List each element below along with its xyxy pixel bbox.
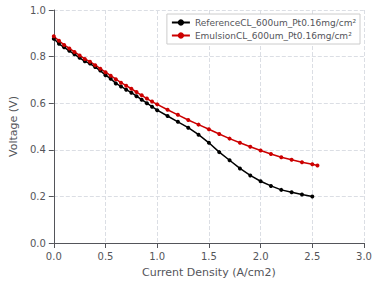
svg-text:2.0: 2.0 [253,251,269,262]
svg-text:ReferenceCL_600um_Pt0.16mg/cm²: ReferenceCL_600um_Pt0.16mg/cm² [195,18,356,28]
svg-text:0.2: 0.2 [30,191,46,202]
svg-text:Current Density (A/cm2): Current Density (A/cm2) [142,266,276,279]
svg-text:1.5: 1.5 [201,251,217,262]
svg-text:3.0: 3.0 [356,251,372,262]
svg-text:Voltage (V): Voltage (V) [7,96,20,157]
svg-text:1.0: 1.0 [30,5,46,16]
svg-text:EmulsionCL_600um_Pt0.16mg/cm²: EmulsionCL_600um_Pt0.16mg/cm² [195,31,352,41]
svg-text:0.8: 0.8 [30,51,46,62]
svg-text:2.5: 2.5 [304,251,320,262]
svg-text:0.6: 0.6 [30,98,46,109]
svg-text:1.0: 1.0 [149,251,165,262]
svg-text:0.5: 0.5 [98,251,114,262]
svg-text:0.4: 0.4 [30,144,46,155]
svg-text:0.0: 0.0 [30,238,46,249]
svg-text:0.0: 0.0 [46,251,62,262]
